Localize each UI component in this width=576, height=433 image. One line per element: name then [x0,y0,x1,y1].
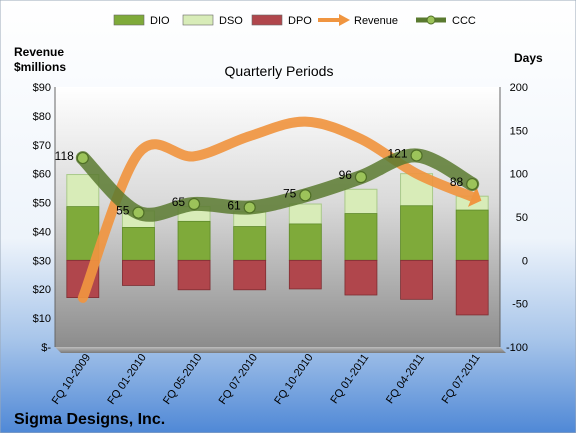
legend-arrow-revenue [339,14,350,26]
plot-floor [55,347,506,353]
left-tick-label: $80 [33,111,51,123]
bar-dpo [177,259,211,291]
company-name: Sigma Designs, Inc. [14,411,165,428]
left-tick-label: $- [41,342,51,354]
bar-dio [233,226,267,261]
ccc-point [243,201,256,214]
chart-title: Quarterly Periods [225,63,334,79]
legend-label-dpo: DPO [288,15,312,27]
ccc-data-label: 55 [116,204,130,218]
bar-dpo [233,259,267,291]
legend: DIO DSO DPO Revenue CCC [113,14,476,27]
revenue-arrowhead [467,186,482,207]
legend-dot-ccc [426,15,436,25]
left-axis-label-line2: $millions [14,60,66,74]
legend-swatch-dso [182,14,214,26]
right-tick-label: 0 [522,255,528,267]
ccc-point [187,197,201,211]
ccc-data-label: 61 [227,198,241,212]
bar-dpo [288,259,322,290]
left-tick-label: $90 [33,82,51,94]
ccc-point [410,149,423,162]
legend-swatch-dpo [251,14,283,26]
legend-label-ccc: CCC [452,15,476,27]
left-tick-label: $70 [33,140,51,152]
right-tick-label: 100 [510,169,528,181]
legend-swatch-dio [113,14,145,26]
ccc-point [466,177,479,191]
ccc-point [299,189,312,202]
ccc-point [354,171,368,184]
right-tick-label: 150 [510,125,528,137]
bar-dio [455,209,489,261]
ccc-point [132,206,145,219]
bar-dpo [344,259,378,296]
right-axis-label: Days [514,51,543,65]
bar-dpo [455,259,489,316]
bar-dio [344,213,378,261]
ccc-data-label: 75 [283,186,297,200]
bar-dio [400,205,433,261]
ccc-point [76,151,89,165]
bar-dpo [400,259,433,300]
ccc-data-label: 88 [450,175,464,189]
legend-label-revenue: Revenue [354,15,398,27]
left-tick-label: $30 [33,255,51,267]
left-tick-label: $10 [33,313,51,325]
left-tick-label: $20 [33,284,51,296]
bar-dio [177,220,211,261]
ccc-data-label: 118 [55,149,74,163]
legend-label-dio: DIO [150,15,170,27]
left-tick-label: $60 [33,169,51,181]
left-axis-label-line1: Revenue [14,45,64,59]
left-tick-label: $50 [33,198,51,210]
revenue-line [77,116,478,303]
right-tick-label: 50 [516,212,528,224]
bar-dio [122,226,155,261]
right-tick-label: 200 [510,82,528,94]
right-tick-label: -50 [512,299,528,311]
legend-label-dso: DSO [219,15,243,27]
ccc-data-label: 65 [172,195,186,209]
bar-dio [288,223,322,261]
ccc-data-label: 121 [388,146,408,160]
right-tick-label: -100 [506,342,528,354]
left-tick-label: $40 [33,226,51,238]
bar-dpo [122,259,155,286]
ccc-data-label: 96 [339,168,353,182]
